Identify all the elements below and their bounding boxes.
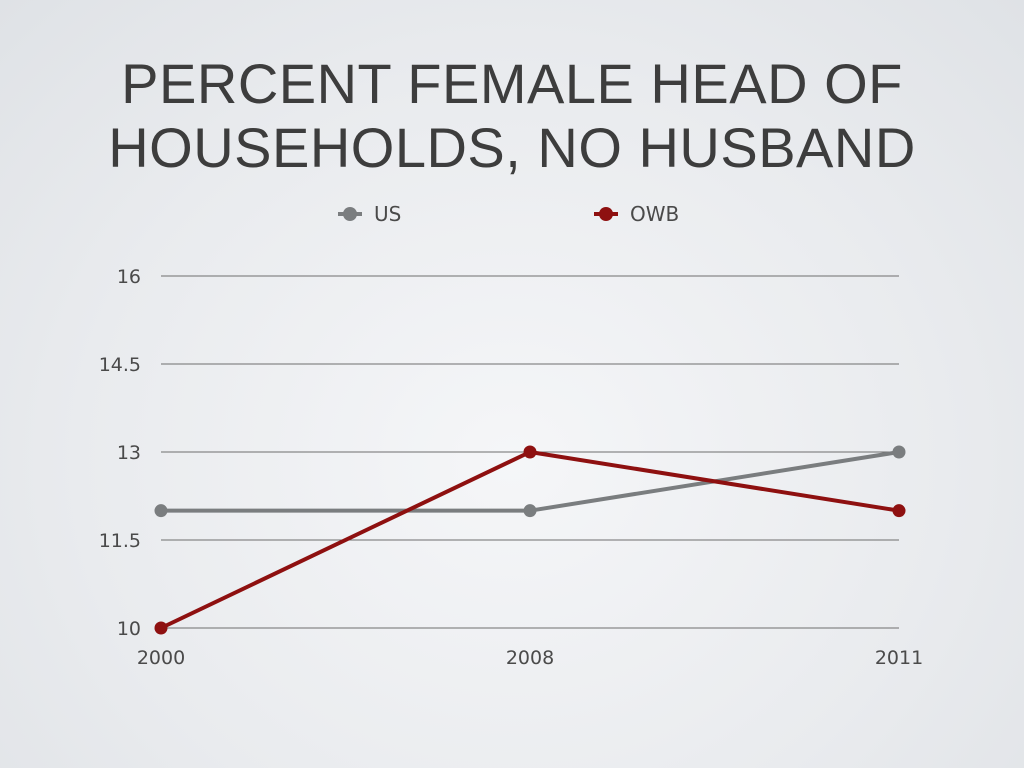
data-point-owb	[154, 621, 168, 635]
y-axis-ticks: 10 11.5 13 14.5 16	[99, 266, 141, 640]
data-point-owb	[523, 445, 537, 459]
data-point-us	[154, 504, 168, 518]
data-point-us	[892, 445, 906, 459]
title-line-2: HOUSEHOLDS, NO HUSBAND	[108, 116, 916, 179]
legend-item-us: US	[338, 202, 401, 226]
chart-title: PERCENT FEMALE HEAD OF HOUSEHOLDS, NO HU…	[0, 52, 1024, 180]
y-tick-label: 16	[117, 266, 141, 288]
y-tick-label: 14.5	[99, 354, 141, 376]
x-axis-ticks: 2000 2008 2011	[137, 647, 923, 669]
series-lines	[154, 445, 906, 635]
title-line-1: PERCENT FEMALE HEAD OF	[121, 52, 903, 115]
y-tick-label: 10	[117, 618, 141, 640]
x-tick-label: 2011	[875, 647, 923, 669]
series-owb	[154, 445, 906, 635]
x-tick-label: 2000	[137, 647, 185, 669]
legend: US OWB	[338, 202, 679, 226]
series-us	[154, 445, 906, 518]
data-point-us	[523, 504, 537, 518]
y-tick-label: 13	[117, 442, 141, 464]
legend-swatch-marker	[599, 207, 613, 221]
legend-label: US	[374, 202, 401, 226]
series-line-us	[161, 450, 900, 513]
legend-item-owb: OWB	[594, 202, 679, 226]
data-point-owb	[892, 504, 906, 518]
legend-swatch-marker	[343, 207, 357, 221]
y-tick-label: 11.5	[99, 530, 141, 552]
legend-label: OWB	[630, 202, 679, 226]
x-tick-label: 2008	[506, 647, 554, 669]
